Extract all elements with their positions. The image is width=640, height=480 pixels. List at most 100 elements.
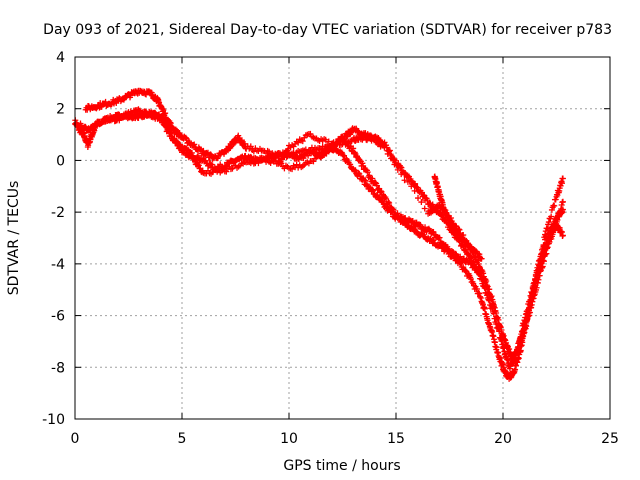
data-point <box>530 282 537 289</box>
data-point <box>552 196 559 203</box>
data-point <box>302 146 309 153</box>
data-point <box>266 148 273 155</box>
data-point <box>522 318 529 325</box>
data-point <box>415 195 422 202</box>
data-point <box>539 248 546 255</box>
y-tick-label: 0 <box>56 153 65 169</box>
data-point <box>545 219 552 226</box>
data-point <box>325 148 332 155</box>
data-point <box>491 304 498 311</box>
data-point <box>412 180 419 187</box>
data-point <box>502 337 509 344</box>
y-tick-label: -6 <box>51 309 65 325</box>
data-point <box>476 290 483 297</box>
data-point <box>515 343 522 350</box>
data-point <box>478 267 485 274</box>
data-point <box>477 295 484 302</box>
data-point <box>369 175 376 182</box>
data-point <box>548 213 555 220</box>
data-point <box>182 134 189 141</box>
data-point <box>383 195 390 202</box>
data-point <box>510 358 517 365</box>
data-point <box>466 257 473 264</box>
data-point <box>321 152 328 159</box>
data-point <box>436 234 443 241</box>
data-point <box>242 152 249 159</box>
data-point <box>370 187 377 194</box>
data-point <box>504 356 511 363</box>
y-tick-label: 2 <box>56 102 65 118</box>
data-point <box>528 294 535 301</box>
y-tick-label: 4 <box>56 50 65 66</box>
data-point <box>480 270 487 277</box>
data-point <box>183 135 190 142</box>
data-point <box>360 162 367 169</box>
data-point <box>541 242 548 249</box>
data-point <box>281 153 288 160</box>
data-point <box>229 165 236 172</box>
data-point <box>385 199 392 206</box>
data-point <box>495 316 502 323</box>
data-point <box>514 347 521 354</box>
data-point <box>462 267 469 274</box>
data-point <box>559 198 566 205</box>
y-tick-label: -2 <box>51 205 65 221</box>
x-tick-label: 25 <box>601 431 619 447</box>
series-trace-e <box>431 173 485 262</box>
data-point <box>418 199 425 206</box>
data-point <box>503 343 510 350</box>
data-point <box>386 199 393 206</box>
data-point <box>393 157 399 164</box>
data-point <box>339 141 346 148</box>
data-point <box>518 334 525 341</box>
data-point <box>195 162 202 169</box>
data-point <box>520 326 527 333</box>
data-point <box>310 147 317 154</box>
data-point <box>490 299 497 306</box>
data-point <box>98 103 105 110</box>
data-point <box>377 188 384 195</box>
data-point <box>362 132 369 139</box>
plot-frame <box>74 56 611 420</box>
data-point <box>394 166 401 173</box>
data-point <box>413 228 420 235</box>
data-point <box>398 171 405 178</box>
data-point <box>372 179 379 186</box>
data-point <box>325 138 332 145</box>
data-point <box>483 282 490 289</box>
data-point <box>430 228 437 235</box>
data-point <box>247 153 254 160</box>
data-point <box>347 161 354 168</box>
data-point <box>476 251 483 258</box>
data-point <box>539 263 546 270</box>
data-point <box>398 164 405 171</box>
data-point <box>299 138 306 145</box>
x-tick-label: 5 <box>178 431 187 447</box>
data-point <box>525 304 532 311</box>
data-point <box>289 166 296 173</box>
data-point <box>384 150 391 157</box>
y-tick-label: -4 <box>51 257 65 273</box>
data-point <box>474 285 481 292</box>
data-point <box>521 322 528 329</box>
data-point <box>362 177 369 184</box>
data-point <box>343 155 350 162</box>
x-tick-label: 20 <box>494 431 512 447</box>
data-point <box>391 161 398 168</box>
data-point <box>540 243 547 250</box>
data-point <box>386 147 393 154</box>
data-point <box>455 230 462 237</box>
data-point <box>486 286 493 293</box>
data-point <box>350 145 357 152</box>
data-point <box>295 139 302 146</box>
series-trace-c <box>76 109 566 362</box>
data-point <box>532 275 539 282</box>
data-point <box>519 327 526 334</box>
data-point <box>177 143 184 150</box>
data-point <box>381 144 388 151</box>
data-point <box>488 293 495 300</box>
data-point <box>498 326 505 333</box>
data-point <box>247 143 254 150</box>
data-point <box>421 205 428 212</box>
